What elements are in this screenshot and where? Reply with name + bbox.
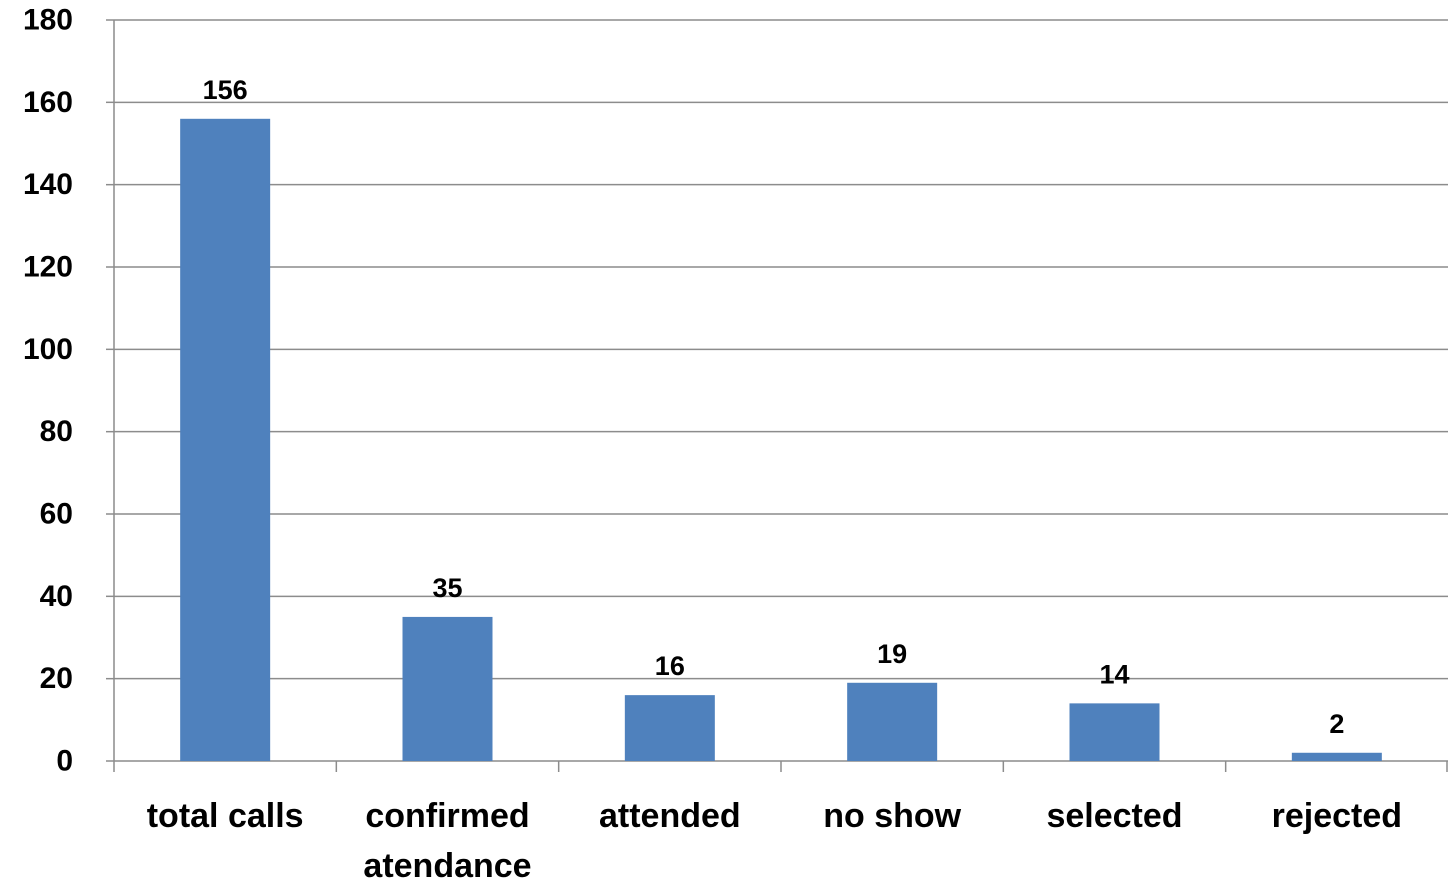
- y-tick-label: 20: [40, 662, 73, 695]
- y-tick-label: 120: [23, 251, 73, 284]
- y-tick-label: 160: [23, 86, 73, 119]
- bar: [180, 118, 271, 762]
- x-tick-label: total calls: [147, 797, 304, 835]
- data-label: 19: [877, 639, 907, 669]
- data-label: 14: [1099, 659, 1129, 689]
- y-tick-label: 40: [40, 580, 73, 613]
- y-tick-label: 140: [23, 168, 73, 201]
- y-tick-label: 100: [23, 333, 73, 366]
- x-tick-label: selected: [1046, 797, 1182, 835]
- x-tick-label: confirmed atendance: [363, 797, 531, 883]
- x-tick-label: rejected: [1272, 797, 1402, 835]
- bar: [402, 616, 493, 761]
- gridlines: [114, 19, 1448, 680]
- bar: [1069, 703, 1160, 761]
- y-tick-label: 60: [40, 498, 73, 531]
- y-tick-label: 0: [56, 745, 73, 778]
- bar: [1291, 752, 1382, 761]
- bar: [624, 695, 715, 761]
- data-label: 2: [1329, 709, 1344, 739]
- axes: [106, 19, 1448, 772]
- bar: [847, 682, 938, 761]
- y-tick-label: 80: [40, 415, 73, 448]
- data-label: 16: [655, 651, 685, 681]
- y-tick-label: 180: [23, 4, 73, 37]
- data-label: 35: [432, 573, 462, 603]
- bars: [180, 118, 1382, 762]
- x-tick-label: no show: [823, 797, 961, 835]
- x-tick-label: attended: [599, 797, 741, 835]
- data-label: 156: [203, 75, 248, 105]
- labels: 0 20 40 60 80 100 120 140 160 180 156 total calls 35…: [23, 4, 1402, 883]
